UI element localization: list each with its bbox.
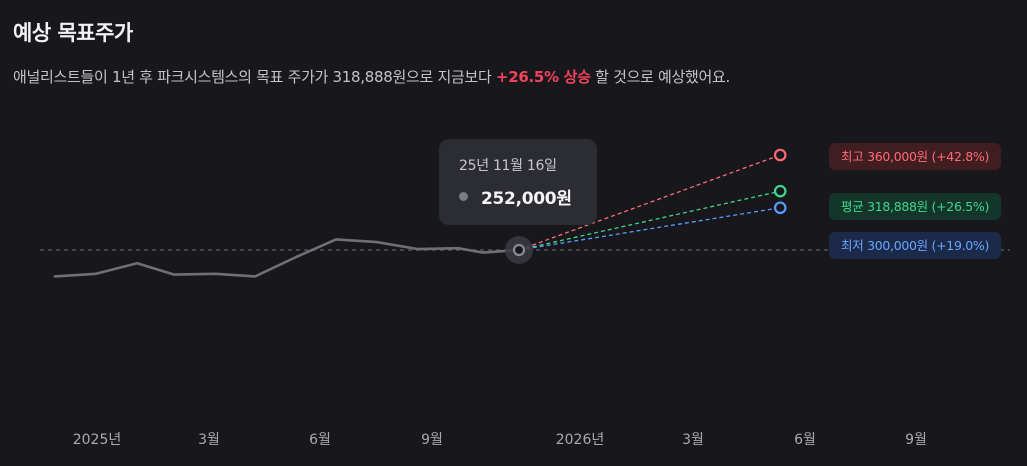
x-tick-label: 6월 — [794, 432, 816, 448]
subtitle-suffix: 할 것으로 예상했어요. — [590, 68, 731, 86]
price-line — [53, 238, 521, 278]
x-tick-label: 3월 — [198, 432, 220, 448]
target-high-badge: 최고 360,000원 (+42.8%) — [829, 143, 1002, 170]
forecast-line-avg — [518, 190, 781, 251]
point-layer — [505, 236, 534, 264]
tooltip-value-row: 252,000원 — [459, 184, 577, 209]
series-dot-icon — [459, 192, 468, 201]
x-tick-label: 9월 — [905, 432, 927, 448]
target-low-badge: 최저 300,000원 (+19.0%) — [829, 232, 1002, 259]
x-tick-label: 6월 — [309, 432, 331, 448]
forecast-point-avg[interactable] — [773, 184, 787, 198]
forecast-line-high — [518, 154, 781, 251]
forecast-layer — [518, 148, 787, 251]
price-line-layer — [53, 238, 521, 278]
subtitle-highlight: +26.5% 상승 — [495, 68, 591, 86]
current-point[interactable] — [512, 243, 526, 257]
x-tick-label: 3월 — [682, 432, 704, 448]
forecast-point-high[interactable] — [773, 148, 787, 162]
x-tick-label: 2025년 — [73, 432, 122, 448]
x-tick-label: 9월 — [421, 432, 443, 448]
forecast-line-low — [518, 207, 781, 251]
subtitle-prefix: 애널리스트들이 1년 후 파크시스템스의 목표 주가가 318,888원으로 지… — [13, 68, 496, 86]
tooltip-date: 25년 11월 16일 — [459, 158, 557, 174]
page-title: 예상 목표주가 — [13, 21, 133, 45]
x-tick-label: 2026년 — [556, 432, 605, 448]
price-tooltip: 25년 11월 16일 252,000원 — [439, 139, 597, 225]
target-avg-badge: 평균 318,888원 (+26.5%) — [829, 193, 1002, 220]
forecast-point-low[interactable] — [773, 201, 787, 215]
subtitle: 애널리스트들이 1년 후 파크시스템스의 목표 주가가 318,888원으로 지… — [13, 66, 730, 87]
tooltip-value: 252,000원 — [481, 189, 572, 209]
x-axis: 2025년 3월 6월 9월 2026년 3월 6월 9월 — [73, 432, 927, 448]
